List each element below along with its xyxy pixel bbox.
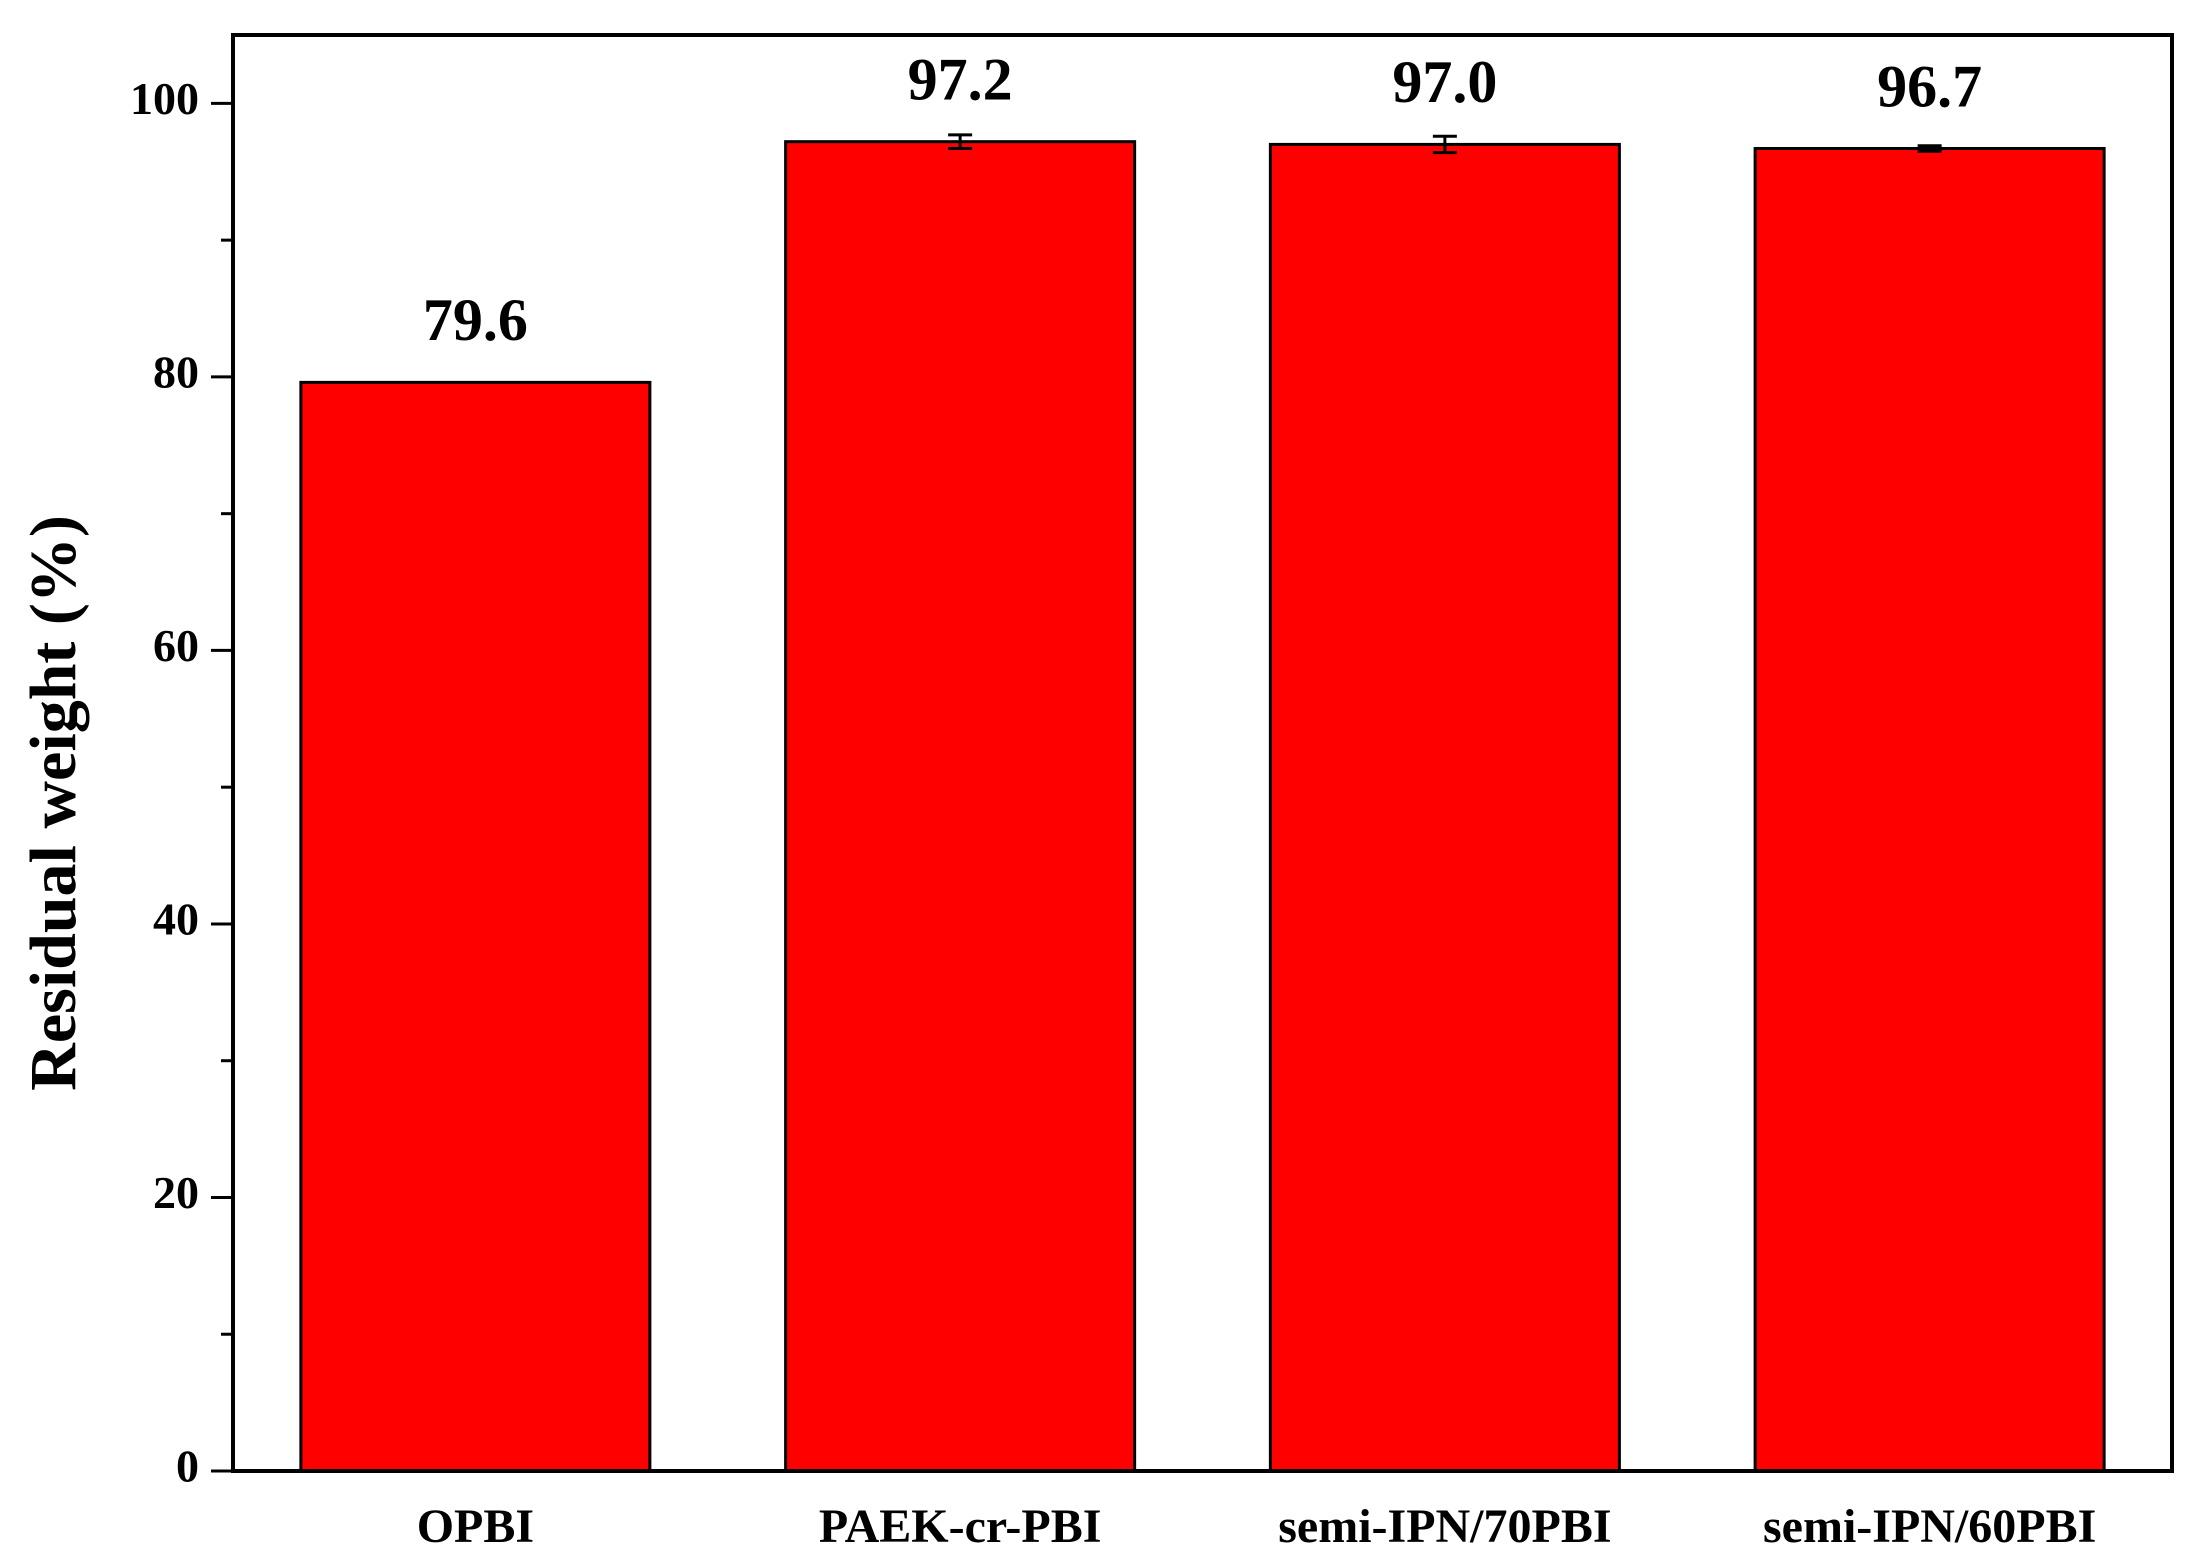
bar <box>784 140 1137 1473</box>
plot-frame <box>231 33 2174 1473</box>
x-tick-label: OPBI <box>417 1500 534 1553</box>
bar <box>299 380 652 1473</box>
y-tick-label: 100 <box>130 73 199 124</box>
value-label: 97.2 <box>908 46 1013 112</box>
value-label: 97.0 <box>1392 49 1497 115</box>
y-tick-label: 0 <box>176 1441 199 1492</box>
bar <box>1268 142 1621 1473</box>
y-tick-label: 80 <box>153 346 199 397</box>
x-tick-label: semi-IPN/70PBI <box>1278 1500 1611 1553</box>
value-label: 79.6 <box>423 287 528 353</box>
x-tick-label: PAEK-cr-PBI <box>819 1500 1102 1553</box>
bar <box>1753 147 2106 1473</box>
y-tick-label: 60 <box>153 620 199 671</box>
x-tick-label: semi-IPN/60PBI <box>1763 1500 2096 1553</box>
y-axis-label: Residual weight (%) <box>17 515 90 1091</box>
y-tick-label: 20 <box>153 1167 199 1218</box>
value-label: 96.7 <box>1877 53 1982 119</box>
y-tick-label: 40 <box>153 894 199 945</box>
